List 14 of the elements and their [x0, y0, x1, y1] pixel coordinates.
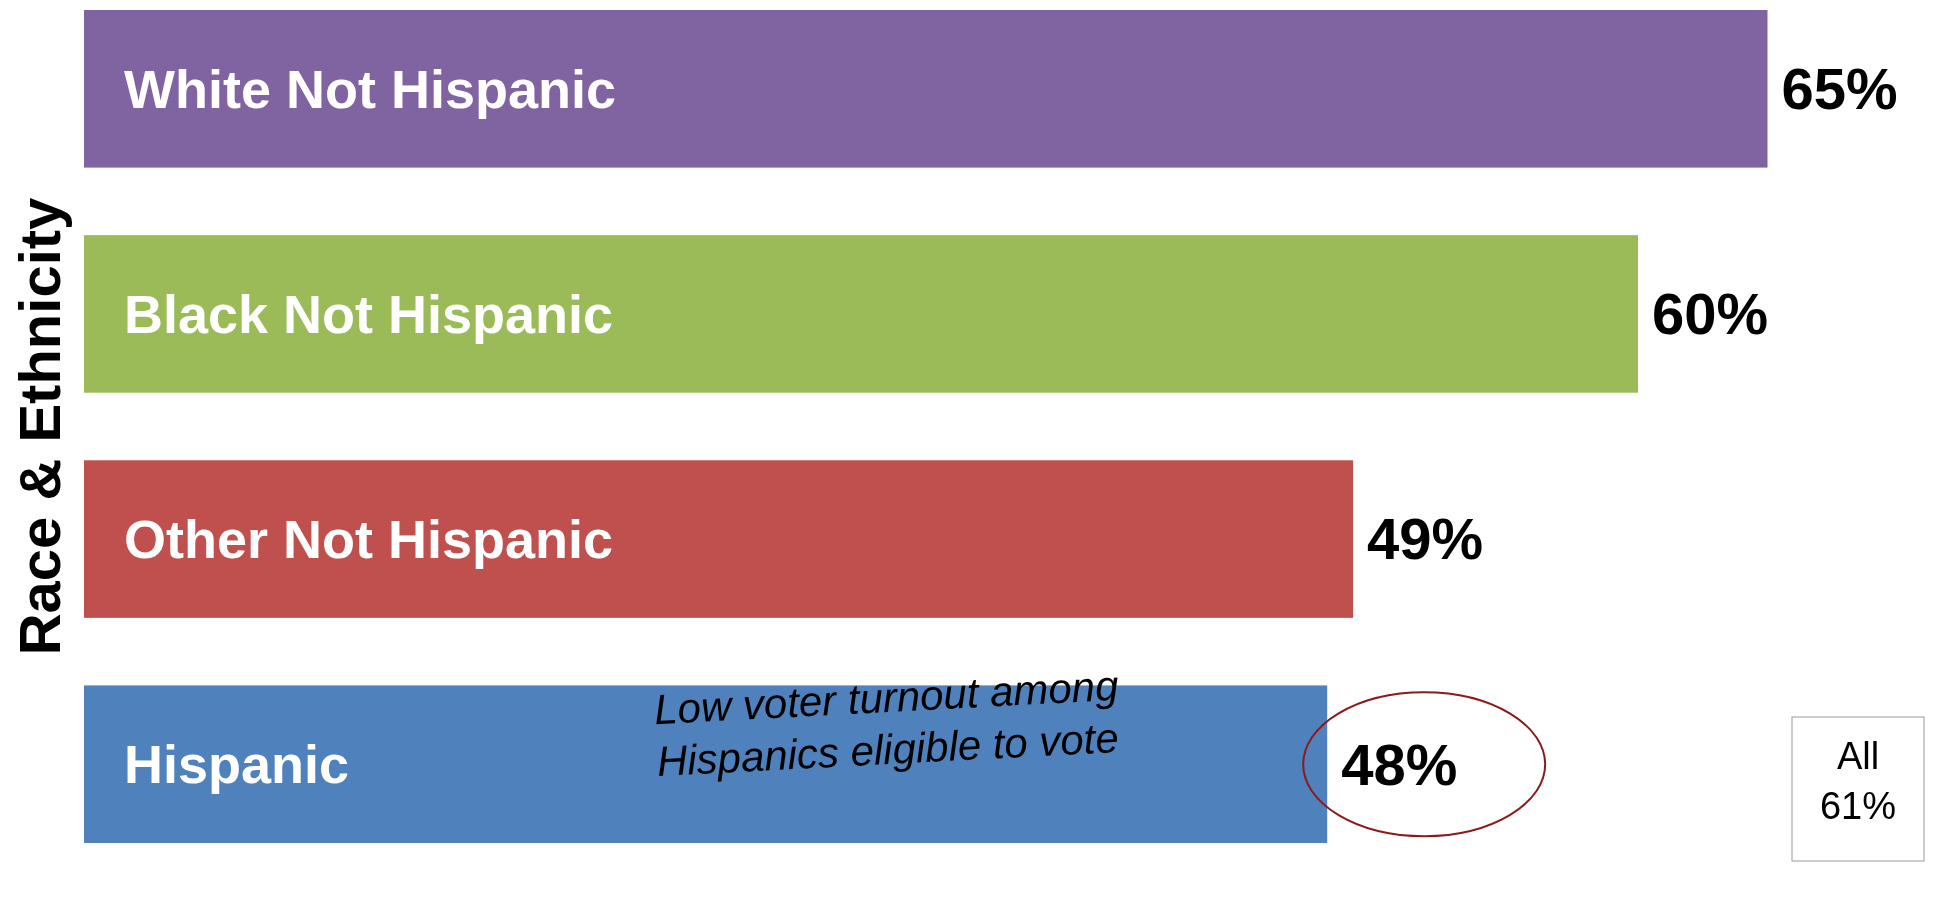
- bar: [84, 235, 1638, 393]
- bar: [84, 460, 1354, 618]
- y-tick-label: Hispanic: [124, 734, 350, 795]
- data-label: 65%: [1781, 56, 1898, 122]
- data-label: 48%: [1341, 731, 1458, 797]
- y-tick-label: White Not Hispanic: [124, 58, 617, 119]
- y-tick-label: Black Not Hispanic: [124, 283, 614, 344]
- bar: [84, 10, 1768, 168]
- y-axis-title: Race & Ethnicity: [7, 197, 72, 656]
- data-label: 49%: [1367, 506, 1484, 572]
- annotation: Low voter turnout among Hispanics eligible to vote: [653, 661, 1120, 786]
- y-tick-label: Other Not Hispanic: [124, 508, 614, 569]
- data-label: 60%: [1652, 281, 1769, 347]
- text: All 61%: [1819, 735, 1897, 827]
